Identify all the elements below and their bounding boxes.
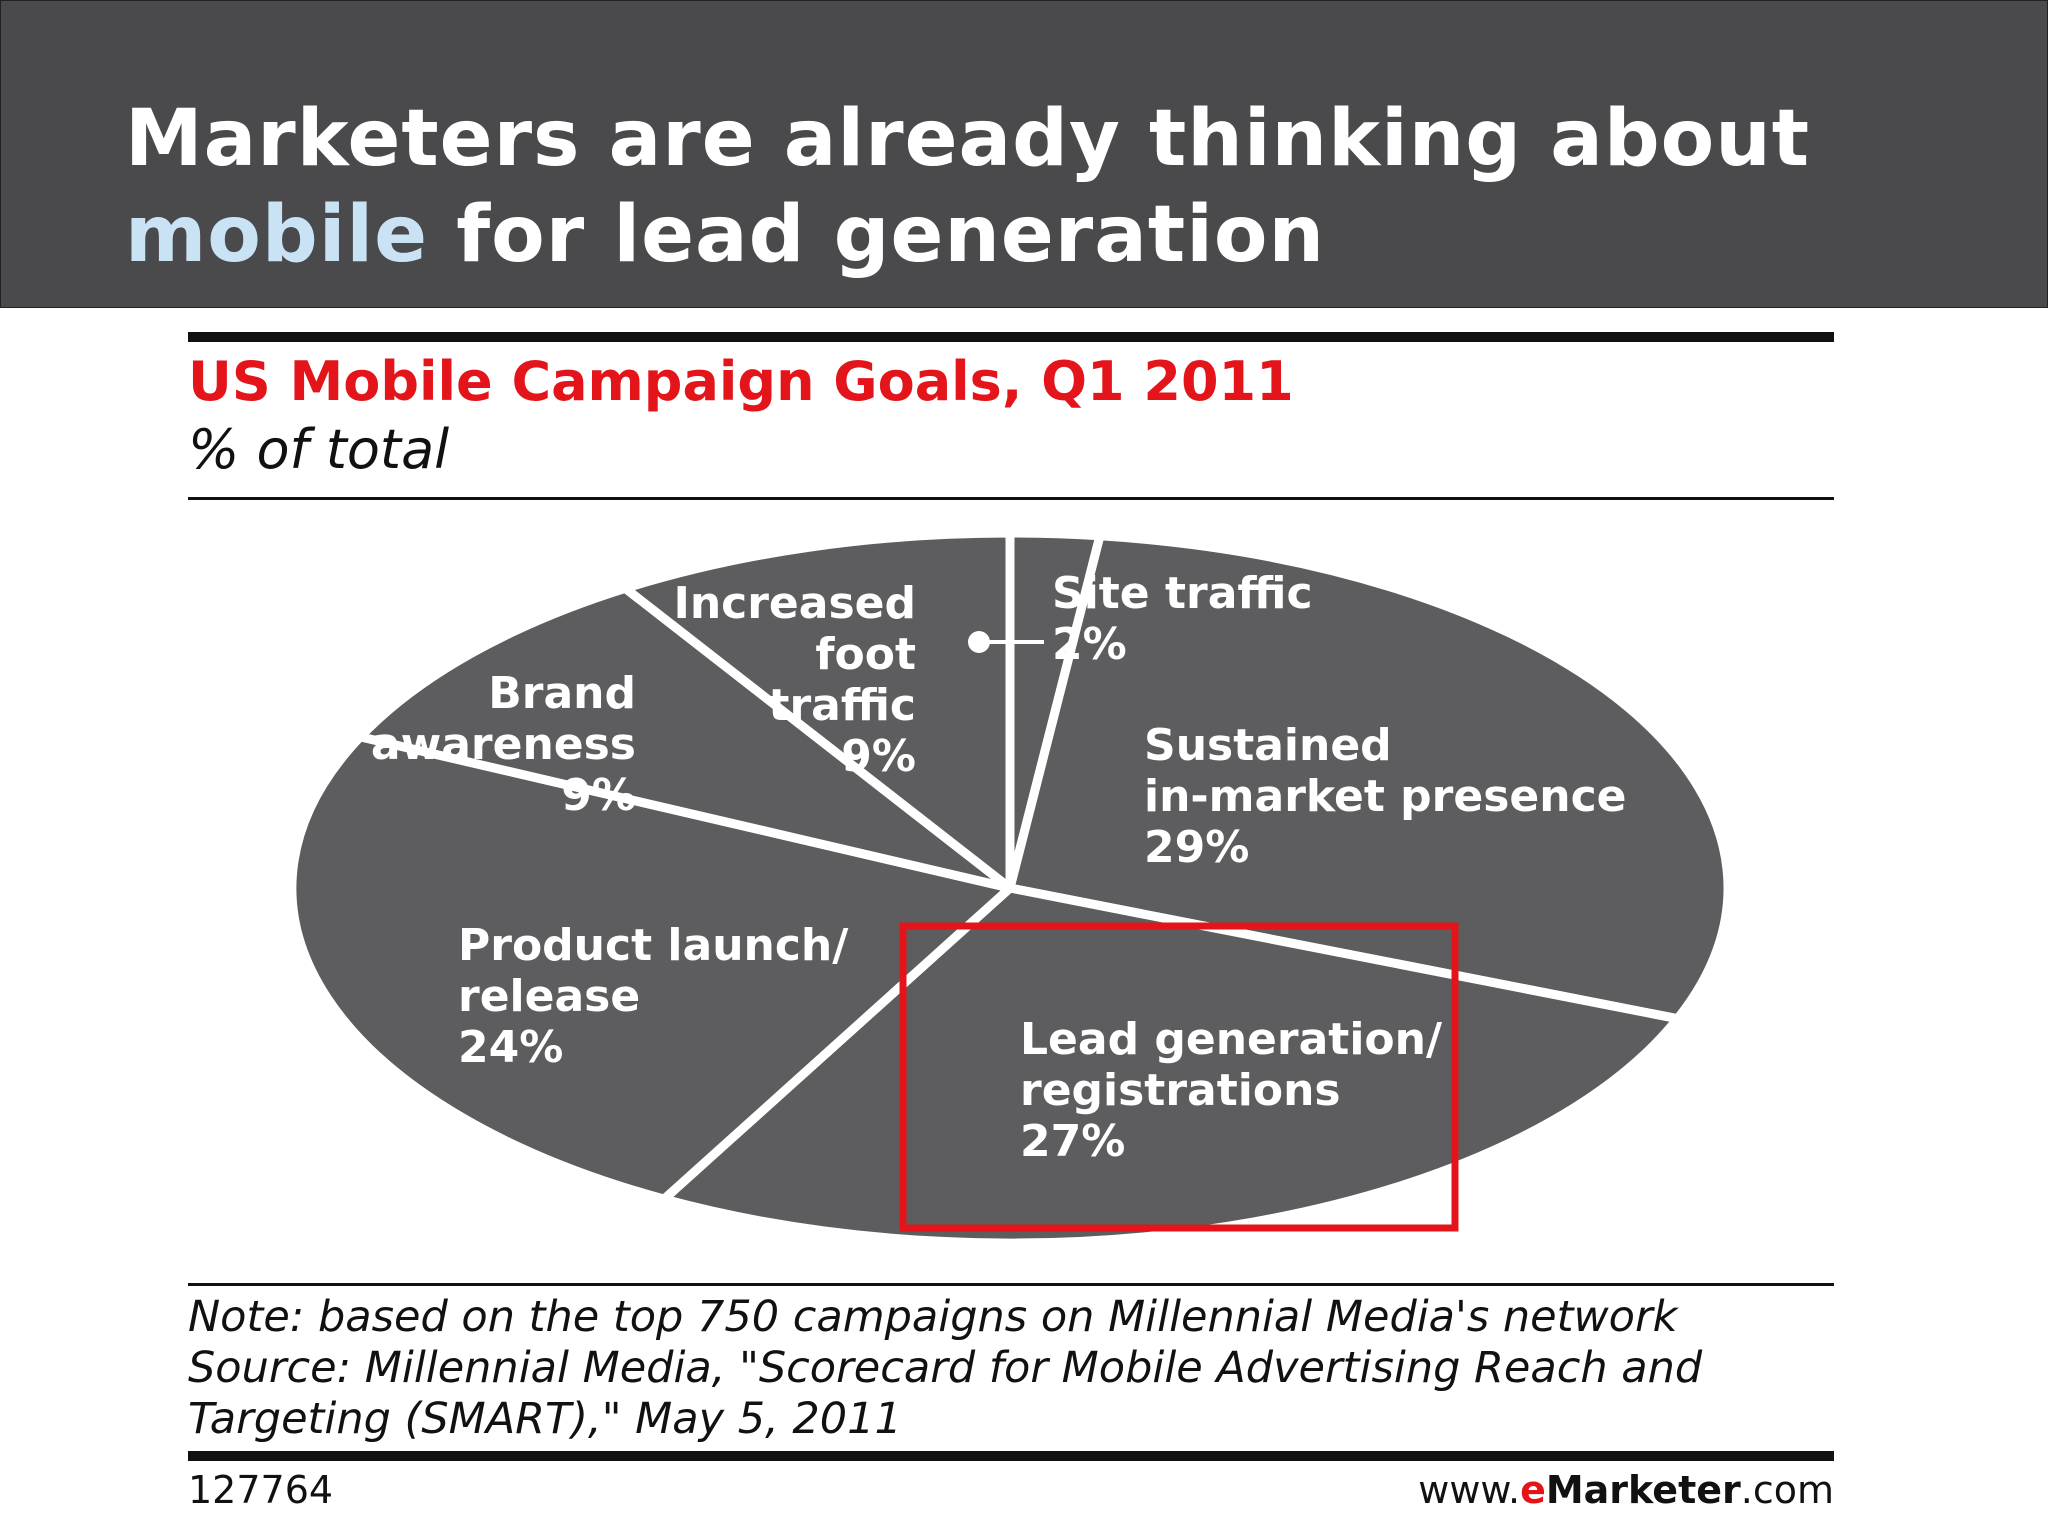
url-prefix: www. xyxy=(1418,1468,1520,1512)
url-suffix: .com xyxy=(1741,1468,1834,1512)
chart-bottom-rule xyxy=(188,1451,1834,1461)
slice-label-line: release xyxy=(458,971,640,1022)
slice-label-line: Sustained xyxy=(1144,720,1392,771)
slice-label-line: Site traffic xyxy=(1052,568,1313,619)
slice-label-line: traffic xyxy=(768,680,916,731)
footnote-source-line2: Targeting (SMART)," May 5, 2011 xyxy=(188,1394,1838,1445)
slice-label-line: 9% xyxy=(561,770,636,821)
chart-footnote: Note: based on the top 750 campaigns on … xyxy=(188,1292,1838,1445)
pie-slices xyxy=(292,533,1728,1243)
url-brand: Marketer xyxy=(1546,1468,1741,1512)
footnote-note: Note: based on the top 750 campaigns on … xyxy=(188,1292,1838,1343)
footnote-source-line1: Source: Millennial Media, "Scorecard for… xyxy=(188,1343,1838,1394)
slice-label-line: Lead generation/ xyxy=(1020,1014,1443,1065)
slice-label-line: 9% xyxy=(841,731,916,782)
slice-label-line: in-market presence xyxy=(1144,771,1627,822)
slice-label-line: 29% xyxy=(1144,822,1249,873)
slice-label-line: 2% xyxy=(1052,619,1127,670)
chart-id: 127764 xyxy=(188,1466,333,1514)
slice-label-line: 27% xyxy=(1020,1116,1125,1167)
slice-label-line: Brand xyxy=(488,668,636,719)
slice-label-line: foot xyxy=(815,629,916,680)
slice-label-line: Product launch/ xyxy=(458,920,849,971)
slice-label-line: Increased xyxy=(673,578,916,629)
slice-label-line: awareness xyxy=(371,719,636,770)
brand-url: www.eMarketer.com xyxy=(1418,1466,1834,1514)
url-e: e xyxy=(1520,1468,1546,1512)
slice-label-line: registrations xyxy=(1020,1065,1341,1116)
chart-footer-rule xyxy=(188,1283,1834,1286)
slice-label-line: 24% xyxy=(458,1022,563,1073)
